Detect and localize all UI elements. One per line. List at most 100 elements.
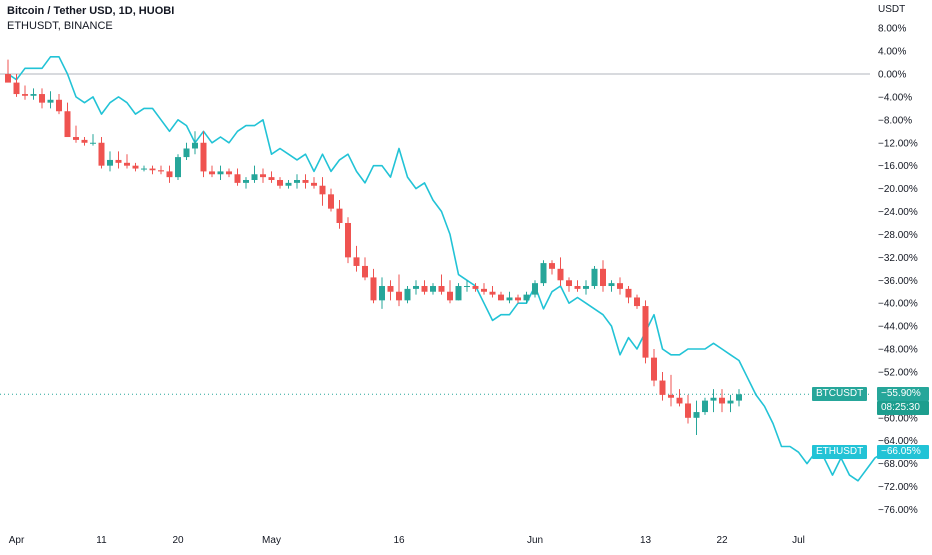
candle[interactable] — [115, 151, 122, 169]
candle[interactable] — [396, 274, 402, 307]
candle[interactable] — [600, 260, 606, 292]
compare-series-title[interactable]: ETHUSDT, BINANCE — [7, 20, 113, 32]
candle[interactable] — [209, 165, 215, 178]
candle[interactable] — [727, 394, 734, 413]
candle[interactable] — [702, 397, 708, 415]
candle[interactable] — [634, 294, 640, 309]
candle[interactable] — [464, 280, 470, 292]
candle[interactable] — [447, 280, 453, 304]
candle[interactable] — [5, 59, 11, 83]
main-series-title[interactable]: Bitcoin / Tether USD, 1D, HUOBI — [7, 5, 175, 17]
candle[interactable] — [370, 268, 377, 304]
candle[interactable] — [22, 85, 28, 100]
candle[interactable] — [404, 286, 411, 304]
candle[interactable] — [158, 165, 164, 175]
candle[interactable] — [506, 291, 513, 304]
candle[interactable] — [260, 168, 266, 183]
candle[interactable] — [481, 283, 487, 295]
candle[interactable] — [268, 171, 275, 183]
candle[interactable] — [353, 245, 360, 272]
candle[interactable] — [149, 165, 156, 175]
candle[interactable] — [192, 131, 198, 155]
candle[interactable] — [362, 257, 368, 281]
candle[interactable] — [421, 280, 428, 295]
candle[interactable] — [515, 294, 521, 304]
candle[interactable] — [693, 400, 700, 435]
candle[interactable] — [13, 74, 20, 97]
candle[interactable] — [183, 142, 190, 160]
candle[interactable] — [73, 125, 79, 143]
candle-body — [336, 208, 343, 223]
candle[interactable] — [90, 134, 96, 146]
candle[interactable] — [200, 131, 207, 178]
candle[interactable] — [455, 283, 462, 301]
candle[interactable] — [472, 283, 479, 292]
candle[interactable] — [685, 394, 691, 424]
candle[interactable] — [175, 154, 181, 181]
candle[interactable] — [549, 260, 555, 275]
candle[interactable] — [413, 280, 419, 295]
candle[interactable] — [124, 154, 130, 169]
candle-body — [574, 286, 581, 289]
candle-body — [200, 142, 207, 172]
candle[interactable] — [659, 371, 666, 401]
candle[interactable] — [498, 291, 504, 301]
candle[interactable] — [277, 177, 283, 189]
candle[interactable] — [107, 151, 113, 172]
candle[interactable] — [141, 165, 147, 172]
eth-line[interactable] — [7, 55, 884, 482]
currency-label[interactable]: USDT — [878, 4, 906, 15]
candle-body — [345, 222, 351, 258]
candle[interactable] — [668, 374, 674, 407]
candle[interactable] — [243, 177, 249, 189]
candle[interactable] — [81, 137, 88, 146]
candle[interactable] — [64, 102, 71, 138]
candle[interactable] — [234, 168, 241, 186]
candle[interactable] — [294, 174, 300, 189]
candle[interactable] — [608, 280, 615, 292]
candle[interactable] — [532, 280, 538, 298]
candle[interactable] — [430, 283, 436, 295]
candle[interactable] — [736, 389, 742, 407]
candle[interactable] — [583, 280, 589, 295]
candle[interactable] — [56, 94, 62, 115]
candle[interactable] — [345, 217, 351, 264]
candle[interactable] — [311, 177, 317, 189]
candle[interactable] — [566, 277, 572, 292]
candle[interactable] — [617, 277, 623, 295]
candle[interactable] — [540, 260, 547, 287]
candle[interactable] — [651, 349, 657, 387]
candle[interactable] — [132, 162, 139, 172]
candle[interactable] — [336, 200, 343, 229]
candle[interactable] — [489, 286, 496, 298]
candle[interactable] — [676, 389, 683, 407]
candle[interactable] — [328, 188, 334, 212]
candle[interactable] — [39, 88, 45, 109]
candle[interactable] — [226, 168, 232, 178]
candle[interactable] — [523, 291, 530, 304]
candle[interactable] — [574, 280, 581, 292]
candle[interactable] — [438, 274, 445, 295]
candle[interactable] — [285, 180, 292, 189]
candle[interactable] — [30, 88, 37, 100]
x-axis[interactable]: Apr 11 20 May 16 Jun 13 22 Jul — [9, 535, 805, 546]
candle[interactable] — [302, 174, 309, 189]
candle[interactable] — [166, 165, 173, 183]
candle[interactable] — [217, 165, 224, 181]
candle[interactable] — [379, 277, 385, 309]
candle[interactable] — [625, 286, 632, 304]
candle[interactable] — [719, 389, 725, 413]
candle[interactable] — [387, 280, 394, 301]
btc-candles-layer — [5, 59, 742, 435]
candle[interactable] — [710, 389, 717, 413]
candle[interactable] — [47, 91, 54, 109]
y-axis[interactable]: 8.00% 4.00% 0.00% −4.00% −8.00% −12.00% −16.00… — [878, 24, 918, 516]
candle[interactable] — [251, 165, 258, 183]
candle[interactable] — [319, 177, 326, 206]
candle[interactable] — [591, 265, 598, 289]
candle[interactable] — [557, 257, 564, 287]
candle[interactable] — [642, 300, 649, 364]
candle[interactable] — [98, 137, 105, 169]
